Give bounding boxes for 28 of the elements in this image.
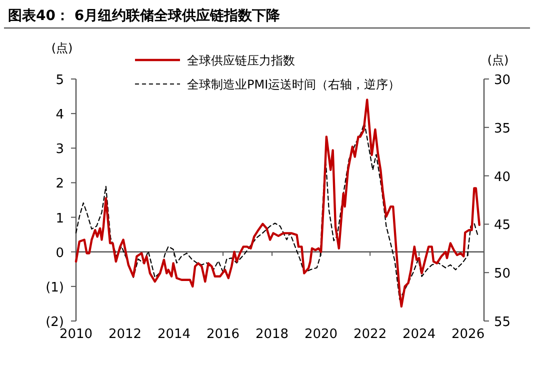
- y-axis-title: (点): [51, 41, 73, 55]
- x-tick-label: 2010: [59, 327, 93, 342]
- x-tick-label: 2012: [108, 327, 142, 342]
- line-series: [74, 98, 480, 308]
- x-tick-label: 2014: [157, 327, 191, 342]
- y2-axis-title: (点): [487, 53, 509, 67]
- y-tick-label: 5: [56, 73, 64, 88]
- y-tick-label: (1): [46, 280, 64, 296]
- legend-label: 全球供应链压力指数: [187, 54, 295, 68]
- chart-title: 图表40： 6月纽约联储全球供应链指数下降: [8, 7, 282, 24]
- y2-tick-label: 40: [494, 170, 511, 185]
- x-tick-label: 2024: [402, 327, 436, 342]
- y-tick-label: 0: [56, 246, 64, 261]
- x-tick-label: 2016: [206, 327, 240, 342]
- x-tick-label: 2018: [255, 327, 289, 342]
- legend-label: 全球制造业PMI运送时间（右轴，逆序）: [187, 78, 400, 92]
- y-tick-label: 4: [56, 108, 64, 123]
- y-tick-label: 3: [56, 142, 64, 158]
- y-tick-label: 1: [56, 211, 64, 226]
- x-tick-label: 2020: [304, 327, 338, 342]
- y-tick-label: 2: [56, 176, 64, 192]
- y2-tick-label: 35: [494, 121, 511, 136]
- x-tick-label: 2026: [452, 327, 485, 342]
- y2-tick-label: 45: [494, 218, 511, 234]
- y2-tick-label: 50: [494, 266, 511, 282]
- y2-tick-label: 55: [494, 315, 511, 330]
- y2-tick-label: 30: [494, 73, 511, 88]
- x-tick-label: 2022: [354, 327, 387, 342]
